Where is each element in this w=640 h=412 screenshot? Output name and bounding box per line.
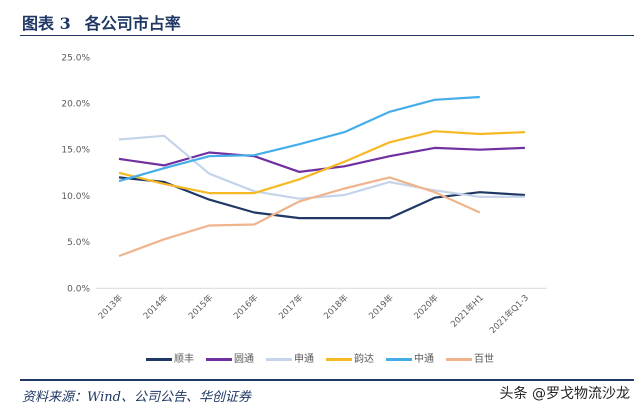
y-tick-label: 5.0% — [67, 238, 90, 248]
figure-number: 图表 3 — [22, 14, 71, 33]
series-line-0 — [118, 176, 525, 220]
legend-item: 中通 — [386, 350, 434, 365]
x-tick-label: 2020年 — [412, 292, 441, 321]
y-tick-label: 10.0% — [61, 192, 90, 202]
legend-item: 申通 — [266, 350, 314, 365]
source-divider — [20, 379, 634, 381]
series-line-5 — [118, 176, 481, 258]
source-note: 资料来源：Wind、公司公告、华创证券 — [22, 390, 251, 405]
series-line-3 — [118, 130, 525, 195]
legend-item: 顺丰 — [146, 350, 194, 365]
legend-label: 中通 — [414, 354, 434, 365]
legend: 顺丰 圆通 申通 韵达 中通 百世 — [0, 350, 640, 365]
x-tick-label: 2016年 — [231, 292, 260, 321]
legend-swatch — [206, 357, 232, 361]
legend-swatch — [266, 357, 292, 361]
x-tick-label: 2021年H1 — [448, 292, 485, 329]
legend-label: 申通 — [294, 354, 314, 365]
legend-item: 韵达 — [326, 350, 374, 365]
legend-label: 百世 — [474, 354, 494, 365]
x-tick-label: 2013年 — [96, 292, 125, 321]
legend-label: 韵达 — [354, 354, 374, 365]
figure-title: 图表 3 各公司市占率 — [22, 10, 195, 34]
title-divider — [20, 35, 634, 36]
legend-label: 圆通 — [234, 354, 254, 365]
legend-swatch — [146, 357, 172, 361]
x-tick-label: 2015年 — [186, 292, 215, 321]
legend-swatch — [326, 357, 352, 361]
x-tick-label: 2019年 — [367, 292, 396, 321]
y-tick-label: 25.0% — [61, 53, 90, 63]
legend-label: 顺丰 — [174, 354, 194, 365]
line-chart: 0.0% 5.0% 10.0% 15.0% 20.0% 25.0% 2013年 2014年 20… — [61, 53, 547, 336]
series-line-1 — [118, 146, 525, 173]
x-tick-label: 2017年 — [276, 292, 305, 321]
legend-swatch — [446, 357, 472, 361]
y-tick-label: 0.0% — [67, 284, 90, 294]
watermark: 头条 @罗戈物流沙龙 — [499, 386, 630, 402]
x-tick-label: 2018年 — [322, 292, 351, 321]
figure-caption: 各公司市占率 — [84, 14, 181, 33]
x-tick-label: 2014年 — [141, 292, 170, 321]
legend-swatch — [386, 357, 412, 361]
series-line-4 — [118, 95, 480, 183]
legend-item: 圆通 — [206, 350, 254, 365]
legend-item: 百世 — [446, 350, 494, 365]
y-tick-label: 20.0% — [61, 100, 90, 110]
y-tick-label: 15.0% — [61, 146, 90, 156]
series-line-2 — [118, 134, 525, 200]
x-tick-label: 2021年Q1-3 — [487, 292, 531, 336]
